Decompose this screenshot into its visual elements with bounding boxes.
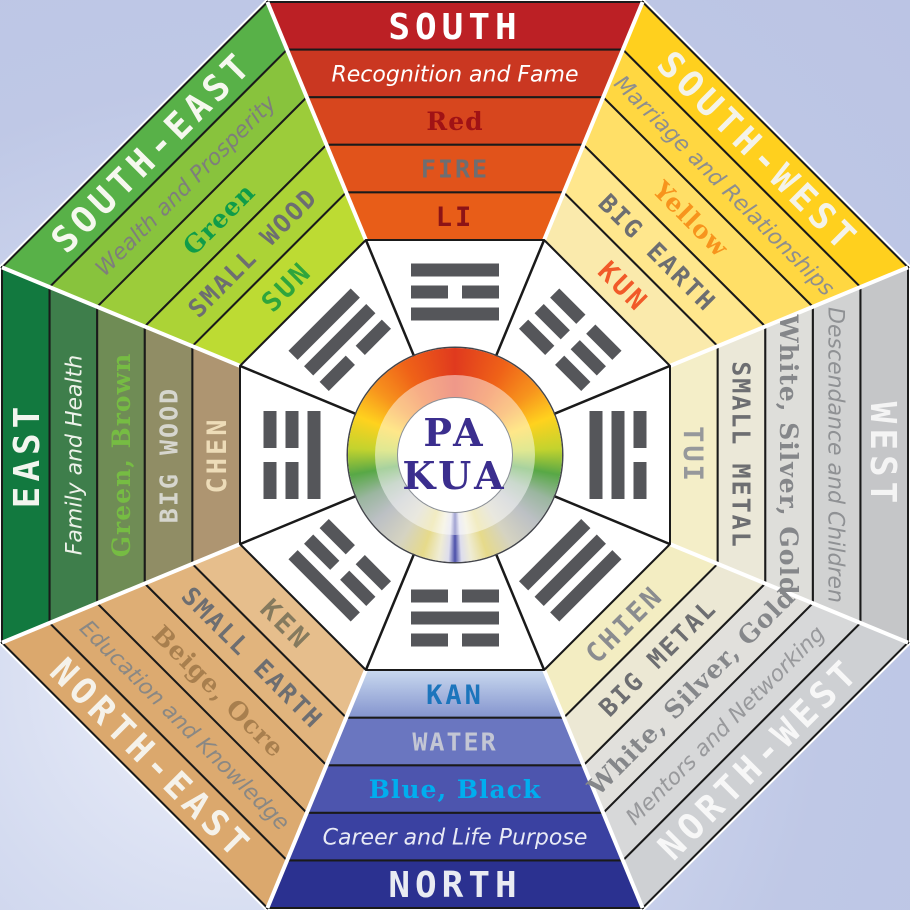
sector-separator xyxy=(265,669,368,909)
label-south-direction: SOUTH xyxy=(388,7,521,48)
trigram-line-solid xyxy=(411,611,499,625)
trigram-sun-icon xyxy=(288,288,392,392)
rainbow-ring: PA KUA xyxy=(348,348,562,562)
sector-separator xyxy=(1,265,241,368)
trigram-line-solid xyxy=(307,411,321,499)
sector-separator xyxy=(542,669,645,909)
sector-west xyxy=(669,265,909,645)
trigram-li-icon xyxy=(411,263,499,321)
trigram-line-solid xyxy=(611,411,625,499)
trigram-chien-icon xyxy=(518,518,622,622)
trigram-ken-icon xyxy=(288,518,392,622)
trigram-line-broken xyxy=(304,534,340,570)
sector-north-east xyxy=(0,542,368,910)
sector-south-west xyxy=(542,0,910,368)
label-west-trigram: TUI xyxy=(677,426,708,484)
label-east-direction: EAST xyxy=(7,402,48,509)
label-south-colors: Red xyxy=(426,107,483,136)
trigram-line-broken xyxy=(534,304,570,340)
trigram-tui-icon xyxy=(589,411,647,499)
trigram-kan-icon xyxy=(411,589,499,647)
sector-east xyxy=(1,265,241,645)
label-west-aspect: Descendance and Children xyxy=(823,307,848,603)
label-north-aspect: Career and Life Purpose xyxy=(323,826,588,851)
trigram-line-broken xyxy=(263,462,277,499)
trigram-line-broken xyxy=(263,411,277,448)
label-east-aspect: Family and Health xyxy=(62,355,87,555)
trigram-line-broken xyxy=(355,555,392,591)
trigram-line-broken xyxy=(633,462,647,499)
trigram-line-solid xyxy=(550,550,622,622)
center-title: PA KUA xyxy=(402,412,507,497)
trigram-line-solid xyxy=(589,411,603,499)
trigram-line-broken xyxy=(285,462,299,499)
trigram-line-broken xyxy=(586,324,622,360)
trigram-chen-icon xyxy=(263,411,321,499)
trigram-line-broken xyxy=(462,589,499,603)
center-circle: PA KUA xyxy=(398,398,512,512)
center-title-line2: KUA xyxy=(402,453,508,498)
label-north-element: WATER xyxy=(412,727,497,756)
trigram-line-solid xyxy=(411,263,499,277)
label-east-element: BIG WOOD xyxy=(155,387,184,523)
trigram-line-broken xyxy=(319,518,355,555)
trigram-line-broken xyxy=(340,570,376,606)
trigram-line-broken xyxy=(355,319,392,355)
label-east-colors: Green, Brown xyxy=(107,353,136,558)
label-west-colors: White, Silver, Gold xyxy=(774,314,803,596)
trigram-line-solid xyxy=(534,534,606,606)
label-south-trigram: LI xyxy=(436,202,475,233)
center-title-line1: PA xyxy=(423,410,487,456)
trigram-line-broken xyxy=(285,411,299,448)
label-north-trigram: KAN xyxy=(426,680,484,711)
sector-north xyxy=(265,669,645,909)
trigram-line-broken xyxy=(319,355,355,392)
trigram-line-broken xyxy=(462,285,499,299)
trigram-line-broken xyxy=(462,633,499,647)
trigram-line-broken xyxy=(518,319,555,355)
trigram-kun-icon xyxy=(518,288,622,392)
sector-separator xyxy=(1,542,241,645)
trigram-line-solid xyxy=(288,288,360,360)
sector-separator xyxy=(265,1,368,241)
label-south-element: FIRE xyxy=(421,155,489,184)
trigram-line-broken xyxy=(550,288,586,324)
trigram-line-broken xyxy=(411,589,448,603)
trigram-line-solid xyxy=(304,304,376,376)
sector-north-west xyxy=(542,542,910,910)
trigram-line-broken xyxy=(570,340,606,376)
trigram-line-broken xyxy=(555,355,591,392)
trigram-line-solid xyxy=(518,518,591,591)
trigram-line-solid xyxy=(288,550,360,622)
sector-separator xyxy=(669,542,909,645)
label-west-direction: WEST xyxy=(862,402,903,509)
sector-south-east xyxy=(0,0,368,368)
trigram-line-broken xyxy=(411,633,448,647)
label-north-colors: Blue, Black xyxy=(369,775,542,804)
label-north-direction: NORTH xyxy=(388,865,521,906)
trigram-line-broken xyxy=(411,285,448,299)
sector-separator xyxy=(669,265,909,368)
sector-separator xyxy=(542,1,645,241)
label-south-aspect: Recognition and Fame xyxy=(331,62,578,87)
label-east-trigram: CHEN xyxy=(202,416,233,493)
label-west-element: SMALL METAL xyxy=(726,361,755,549)
trigram-line-broken xyxy=(633,411,647,448)
trigram-line-solid xyxy=(411,307,499,321)
